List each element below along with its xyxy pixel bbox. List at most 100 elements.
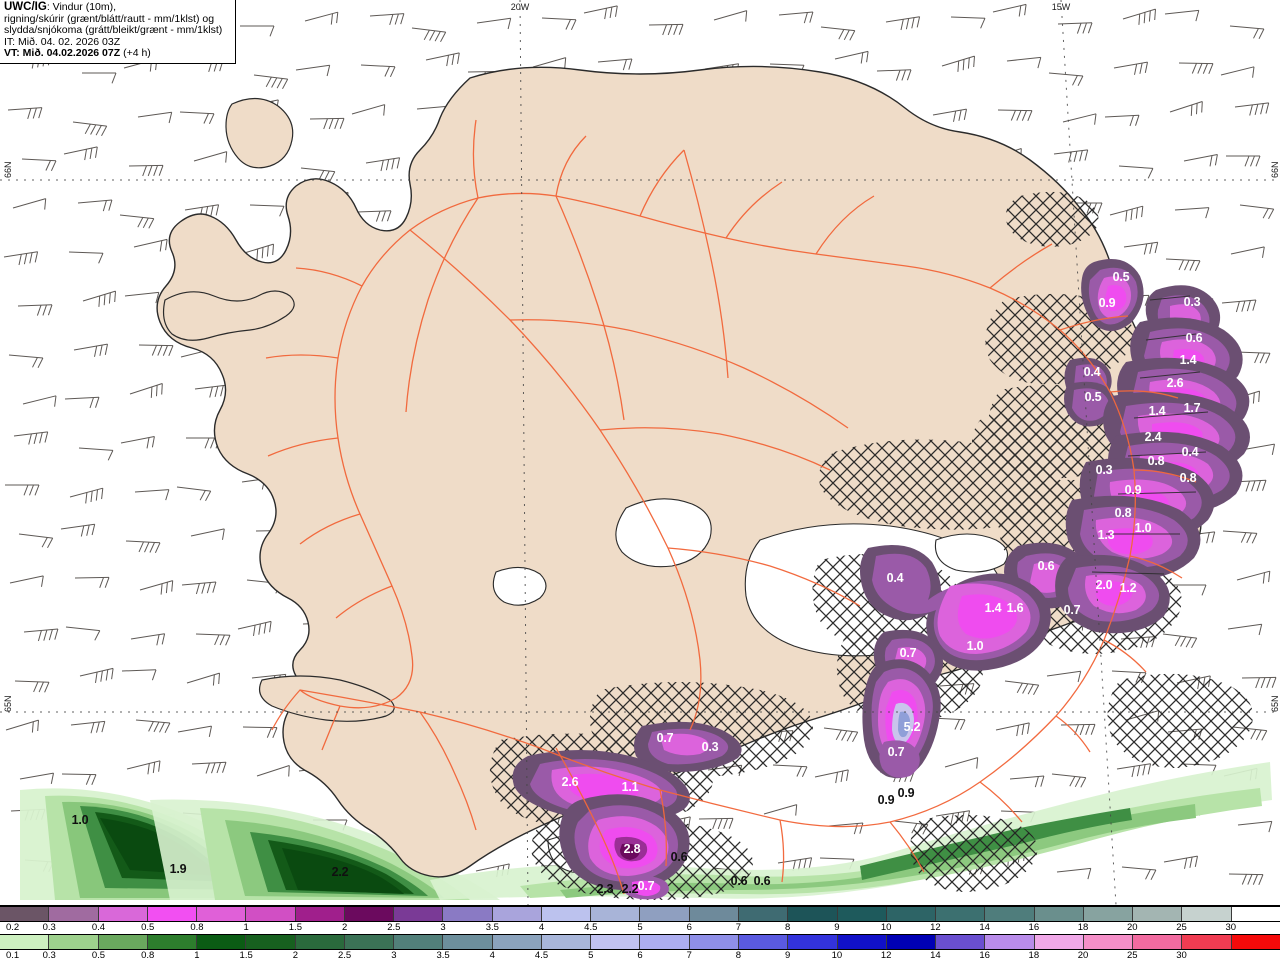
legend-swatch[interactable] xyxy=(1133,935,1183,949)
precip-value-label: 0.7 xyxy=(1063,603,1081,617)
legend-swatch[interactable] xyxy=(98,935,148,949)
legend-swatch[interactable] xyxy=(492,935,542,949)
legend-sleet-bar[interactable] xyxy=(0,906,1280,922)
legend-swatch[interactable] xyxy=(246,907,296,921)
legend-swatch[interactable] xyxy=(1133,907,1183,921)
legend-swatch[interactable] xyxy=(147,907,198,921)
model-desc: : Vindur (10m), xyxy=(46,1,117,13)
legend-swatch[interactable] xyxy=(443,907,493,921)
precip-value-label: 1.6 xyxy=(1006,601,1024,615)
legend-swatch[interactable] xyxy=(985,935,1035,949)
legend-tick: 14 xyxy=(979,922,990,933)
legend-swatch[interactable] xyxy=(738,907,789,921)
legend-swatch[interactable] xyxy=(443,935,493,949)
legend-swatch[interactable] xyxy=(246,935,296,949)
legend-rain-bar[interactable] xyxy=(0,934,1280,950)
precip-value-label: 0.8 xyxy=(1179,471,1197,485)
precip-value-label: 0.6 xyxy=(1037,559,1055,573)
legend-swatch[interactable] xyxy=(886,935,937,949)
legend-tick: 6 xyxy=(637,950,643,960)
valid-time-line: VT: Mið. 04.02.2026 07Z (+4 h) xyxy=(4,48,232,60)
legend-tick: 0.8 xyxy=(190,922,204,933)
precip-value-label: 0.9 xyxy=(1124,483,1142,497)
precip-value-label: 0.6 xyxy=(1185,331,1203,345)
legend-tick: 25 xyxy=(1127,950,1138,960)
legend-swatch[interactable] xyxy=(49,907,99,921)
precip-value-label: 0.9 xyxy=(1098,296,1116,310)
legend-swatch[interactable] xyxy=(591,935,641,949)
legend-swatch[interactable] xyxy=(541,907,592,921)
legend-swatch[interactable] xyxy=(936,907,986,921)
lat-label-2: 66N xyxy=(1270,161,1280,178)
precip-value-label: 0.6 xyxy=(730,874,748,888)
precip-value-label: 0.9 xyxy=(897,786,915,800)
legend-swatch[interactable] xyxy=(1231,935,1280,949)
model-name: UWC/IG xyxy=(4,1,47,13)
legend-swatch[interactable] xyxy=(541,935,592,949)
forecast-map[interactable]: UWC/IG: Vindur (10m), rigning/skúrir (gr… xyxy=(0,0,1280,905)
legend-swatch[interactable] xyxy=(98,907,148,921)
legend-tick: 2.5 xyxy=(338,950,352,960)
legend-swatch[interactable] xyxy=(640,907,690,921)
legend-swatch[interactable] xyxy=(591,907,641,921)
legend-swatch[interactable] xyxy=(147,935,198,949)
legend-tick: 1.5 xyxy=(239,950,253,960)
legend-swatch[interactable] xyxy=(49,935,99,949)
valid-time-offset: (+4 h) xyxy=(123,47,151,60)
precip-value-label: 2.3 xyxy=(596,882,614,896)
legend-swatch[interactable] xyxy=(197,907,247,921)
legend-swatch[interactable] xyxy=(1083,935,1134,949)
precip-value-label: 2.6 xyxy=(1166,376,1184,390)
legend-swatch[interactable] xyxy=(1182,935,1232,949)
lat-label-1: 65N xyxy=(3,695,13,712)
lat-label-3: 65N xyxy=(1270,695,1280,712)
legend-swatch[interactable] xyxy=(1034,907,1084,921)
precip-value-label: 5.2 xyxy=(903,720,921,734)
legend-swatch[interactable] xyxy=(344,935,395,949)
precip-value-label: 0.3 xyxy=(701,740,719,754)
precip-value-label: 0.8 xyxy=(1147,454,1165,468)
legend-swatch[interactable] xyxy=(689,935,739,949)
legend-swatch[interactable] xyxy=(738,935,789,949)
legend-tick: 1 xyxy=(243,922,249,933)
legend-swatch[interactable] xyxy=(1182,907,1232,921)
legend-tick: 30 xyxy=(1225,922,1237,933)
precip-value-label: 0.4 xyxy=(1083,365,1101,379)
legend-sleet-snow[interactable]: 0.2 0.3 0.4 0.5 0.8 1 1.5 2 2.5 3 3.5 4 4.5 5 6 7 8 9 10 12… xyxy=(0,906,1280,933)
legend-swatch[interactable] xyxy=(0,935,50,949)
legend-swatch[interactable] xyxy=(689,907,739,921)
legend-tick: 2 xyxy=(341,922,348,933)
legend-tick: 1.5 xyxy=(288,922,302,933)
legend-tick: 0.8 xyxy=(141,950,155,960)
legend-tick: 7 xyxy=(735,922,742,933)
precip-value-label: 0.3 xyxy=(1183,295,1201,309)
legend-swatch[interactable] xyxy=(886,907,937,921)
legend-swatch[interactable] xyxy=(1231,907,1280,921)
legend-swatch[interactable] xyxy=(640,935,690,949)
legend-swatch[interactable] xyxy=(197,935,247,949)
legend-swatch[interactable] xyxy=(295,907,345,921)
legend-swatch[interactable] xyxy=(788,935,838,949)
legend-tick: 10 xyxy=(831,950,843,960)
precip-value-label: 1.0 xyxy=(966,639,984,653)
legend-swatch[interactable] xyxy=(1083,907,1134,921)
legend-rain[interactable]: 0.1 0.3 0.5 0.8 1 1.5 2 2.5 3 3.5 4 4.5 5 6 7 8 9 10 12 14 1… xyxy=(0,934,1280,960)
legend-swatch[interactable] xyxy=(985,907,1035,921)
legend-swatch[interactable] xyxy=(837,907,887,921)
lat-label-0: 66N xyxy=(3,161,13,178)
legend-swatch[interactable] xyxy=(1034,935,1084,949)
legend-tick: 0.2 xyxy=(6,922,20,933)
precip-value-label: 0.9 xyxy=(877,793,895,807)
legend-swatch[interactable] xyxy=(0,907,50,921)
legend-swatch[interactable] xyxy=(394,935,444,949)
legend-swatch[interactable] xyxy=(936,935,986,949)
precip-value-label: 0.5 xyxy=(1084,390,1102,404)
legend-swatch[interactable] xyxy=(837,935,887,949)
legend-swatch[interactable] xyxy=(295,935,345,949)
lon-label-1: 15W xyxy=(1051,2,1071,12)
legend-tick: 3.5 xyxy=(485,922,499,933)
legend-swatch[interactable] xyxy=(344,907,395,921)
legend-swatch[interactable] xyxy=(394,907,444,921)
legend-swatch[interactable] xyxy=(788,907,838,921)
legend-swatch[interactable] xyxy=(492,907,542,921)
